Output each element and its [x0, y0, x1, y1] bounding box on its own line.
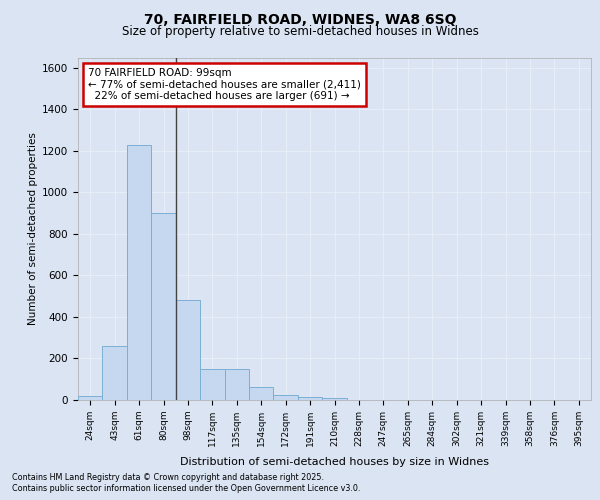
Bar: [200, 369, 224, 400]
Text: Contains public sector information licensed under the Open Government Licence v3: Contains public sector information licen…: [12, 484, 361, 493]
Bar: [176, 300, 200, 400]
Y-axis label: Number of semi-detached properties: Number of semi-detached properties: [28, 132, 38, 325]
Bar: [274, 395, 298, 400]
Bar: [322, 398, 347, 400]
Text: Size of property relative to semi-detached houses in Widnes: Size of property relative to semi-detach…: [122, 25, 478, 38]
Text: Contains HM Land Registry data © Crown copyright and database right 2025.: Contains HM Land Registry data © Crown c…: [12, 473, 324, 482]
X-axis label: Distribution of semi-detached houses by size in Widnes: Distribution of semi-detached houses by …: [180, 457, 489, 467]
Bar: [127, 144, 151, 400]
Bar: [298, 397, 322, 400]
Bar: [78, 396, 103, 400]
Text: 70 FAIRFIELD ROAD: 99sqm
← 77% of semi-detached houses are smaller (2,411)
  22%: 70 FAIRFIELD ROAD: 99sqm ← 77% of semi-d…: [88, 68, 361, 101]
Text: 70, FAIRFIELD ROAD, WIDNES, WA8 6SQ: 70, FAIRFIELD ROAD, WIDNES, WA8 6SQ: [144, 12, 456, 26]
Bar: [103, 346, 127, 400]
Bar: [151, 213, 176, 400]
Bar: [224, 369, 249, 400]
Bar: [249, 386, 274, 400]
